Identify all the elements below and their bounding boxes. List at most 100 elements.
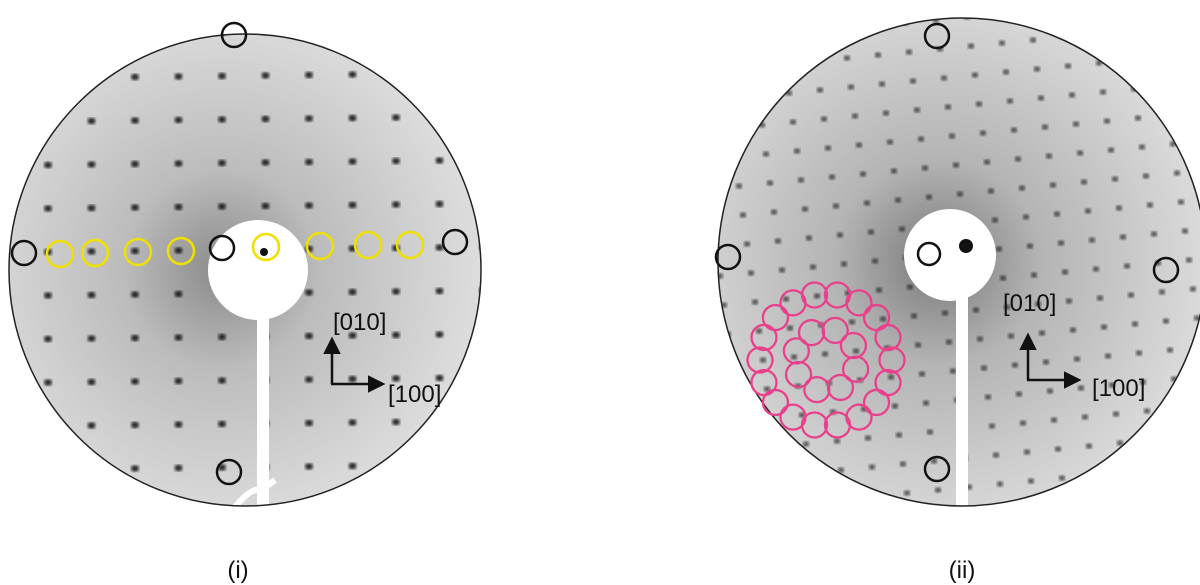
spot bbox=[654, 44, 660, 49]
spot bbox=[131, 422, 139, 428]
spot bbox=[927, 429, 933, 434]
axis-label: [100] bbox=[388, 381, 441, 408]
spot bbox=[751, 64, 757, 69]
spot bbox=[926, 194, 932, 199]
spot bbox=[392, 71, 400, 77]
spot bbox=[743, 6, 749, 11]
spot bbox=[945, 104, 951, 109]
spot bbox=[1092, 31, 1098, 36]
spot bbox=[175, 30, 183, 36]
spot bbox=[651, 250, 657, 255]
spot bbox=[1152, 466, 1158, 471]
spot bbox=[1113, 411, 1119, 416]
spot bbox=[1186, 257, 1192, 262]
spot bbox=[848, 84, 854, 89]
spot bbox=[392, 288, 400, 294]
spot bbox=[1189, 51, 1195, 56]
spot bbox=[131, 291, 139, 297]
spot bbox=[865, 435, 871, 440]
spot bbox=[1020, 420, 1026, 425]
spot bbox=[1039, 330, 1045, 335]
spot bbox=[640, 398, 646, 403]
spot bbox=[946, 339, 952, 344]
spot bbox=[1, 249, 9, 255]
spot bbox=[968, 43, 974, 48]
spot bbox=[392, 27, 400, 33]
spot bbox=[887, 139, 893, 144]
spot bbox=[693, 99, 699, 104]
spot bbox=[817, 87, 823, 92]
spot bbox=[923, 400, 929, 405]
spot bbox=[175, 204, 183, 210]
spot bbox=[985, 394, 991, 399]
spot bbox=[1120, 234, 1126, 239]
spot bbox=[624, 282, 630, 287]
spot bbox=[1185, 22, 1191, 27]
spot bbox=[392, 114, 400, 120]
spot bbox=[1023, 214, 1029, 219]
spot bbox=[836, 0, 842, 3]
spot bbox=[716, 38, 722, 43]
spot bbox=[993, 452, 999, 457]
spot bbox=[175, 465, 183, 471]
spot bbox=[616, 224, 622, 229]
spot bbox=[1147, 202, 1153, 207]
spot bbox=[218, 508, 226, 514]
spot bbox=[1, 75, 9, 81]
spot bbox=[1124, 263, 1130, 268]
spot bbox=[175, 73, 183, 79]
leed-pattern-i: [010] [100] (i) bbox=[0, 0, 487, 584]
spot bbox=[218, 377, 226, 383]
spot bbox=[1, 467, 9, 473]
spot bbox=[873, 493, 879, 498]
spot bbox=[1, 32, 9, 38]
spot bbox=[1121, 469, 1127, 474]
spot bbox=[679, 453, 685, 458]
spot bbox=[974, 542, 980, 547]
spot bbox=[436, 70, 444, 76]
spot bbox=[701, 157, 707, 162]
spot bbox=[778, 32, 784, 37]
spot bbox=[131, 465, 139, 471]
spot bbox=[1182, 228, 1188, 233]
spot bbox=[1070, 327, 1076, 332]
spot bbox=[479, 113, 487, 119]
spot bbox=[1012, 362, 1018, 367]
spot bbox=[942, 310, 948, 315]
spot bbox=[619, 18, 625, 23]
spot bbox=[709, 215, 715, 220]
spot bbox=[899, 226, 905, 231]
spot bbox=[1031, 272, 1037, 277]
spot bbox=[628, 311, 634, 316]
spot bbox=[912, 548, 918, 553]
spot bbox=[175, 508, 183, 514]
spot bbox=[44, 205, 52, 211]
spot bbox=[1098, 530, 1104, 535]
spot bbox=[888, 374, 894, 379]
spot bbox=[131, 335, 139, 341]
spot bbox=[819, 557, 825, 562]
panel-label: (ii) bbox=[949, 557, 976, 584]
spot bbox=[949, 133, 955, 138]
spot bbox=[720, 67, 726, 72]
spot bbox=[883, 110, 889, 115]
spot bbox=[1193, 80, 1199, 85]
spot bbox=[740, 212, 746, 217]
spot bbox=[864, 200, 870, 205]
spot bbox=[1112, 176, 1118, 181]
spot bbox=[436, 505, 444, 511]
spot bbox=[44, 162, 52, 168]
spot bbox=[1129, 527, 1135, 532]
spot bbox=[1032, 507, 1038, 512]
spot bbox=[1178, 199, 1184, 204]
spot bbox=[1015, 156, 1021, 161]
spot bbox=[803, 441, 809, 446]
spot bbox=[674, 189, 680, 194]
spot bbox=[1139, 144, 1145, 149]
spot bbox=[760, 357, 766, 362]
spot bbox=[479, 331, 487, 337]
spot bbox=[736, 183, 742, 188]
spot bbox=[436, 114, 444, 120]
spot bbox=[841, 261, 847, 266]
spot bbox=[1058, 240, 1064, 245]
